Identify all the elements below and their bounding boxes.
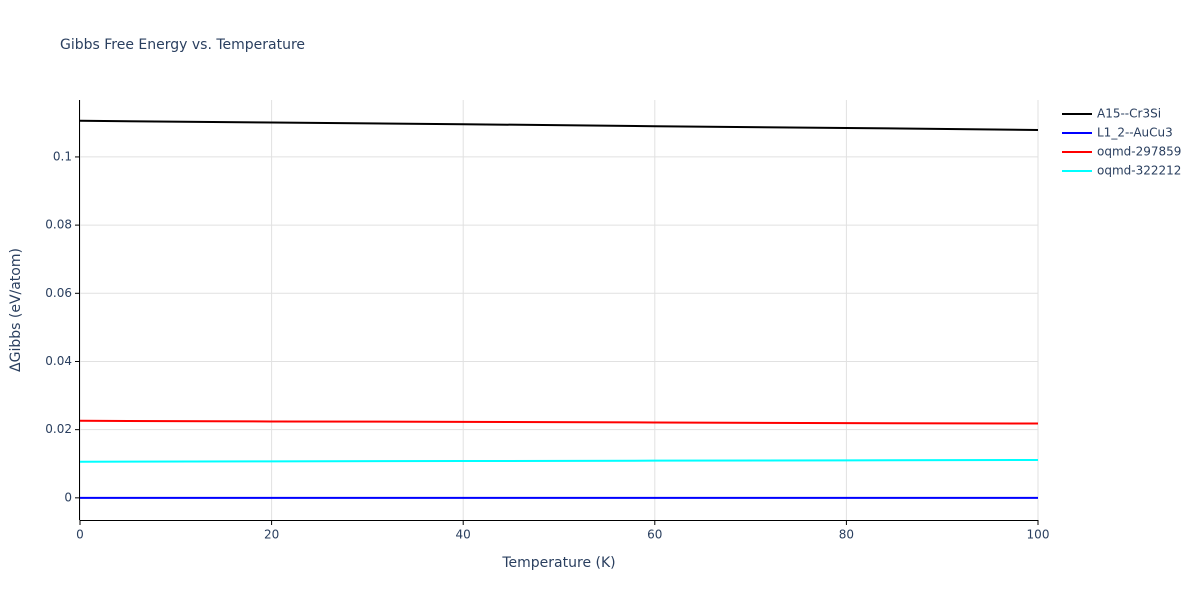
y-tick-label: 0.04: [45, 354, 72, 368]
x-tick-label: 0: [76, 528, 84, 542]
legend-label[interactable]: oqmd-322212: [1097, 164, 1181, 178]
x-tick-label: 80: [839, 528, 854, 542]
chart-title: Gibbs Free Energy vs. Temperature: [60, 37, 305, 53]
x-tick-label: 20: [264, 528, 279, 542]
plot-area: [79, 119, 1039, 499]
legend: A15--Cr3Si L1_2--AuCu3 oqmd-297859 oqmd-322…: [1062, 107, 1181, 178]
y-tick-label: 0.1: [53, 149, 72, 163]
x-tick-label: 100: [1027, 528, 1050, 542]
y-tick-label: 0: [64, 490, 72, 504]
series-line: [79, 119, 1039, 131]
x-tick-label: 40: [456, 528, 471, 542]
x-tick-label: 60: [647, 528, 662, 542]
legend-label[interactable]: A15--Cr3Si: [1097, 107, 1161, 121]
x-axis-title: Temperature (K): [501, 555, 615, 571]
y-tick-label: 0.08: [45, 218, 72, 232]
grid: [79, 100, 1039, 520]
legend-label[interactable]: oqmd-297859: [1097, 145, 1181, 159]
y-axis-title: ΔGibbs (eV/atom): [8, 248, 24, 372]
y-tick-label: 0.06: [45, 286, 72, 300]
y-tick-label: 0.02: [45, 422, 72, 436]
series-line: [79, 459, 1039, 463]
legend-label[interactable]: L1_2--AuCu3: [1097, 126, 1173, 140]
series-line: [79, 419, 1039, 425]
